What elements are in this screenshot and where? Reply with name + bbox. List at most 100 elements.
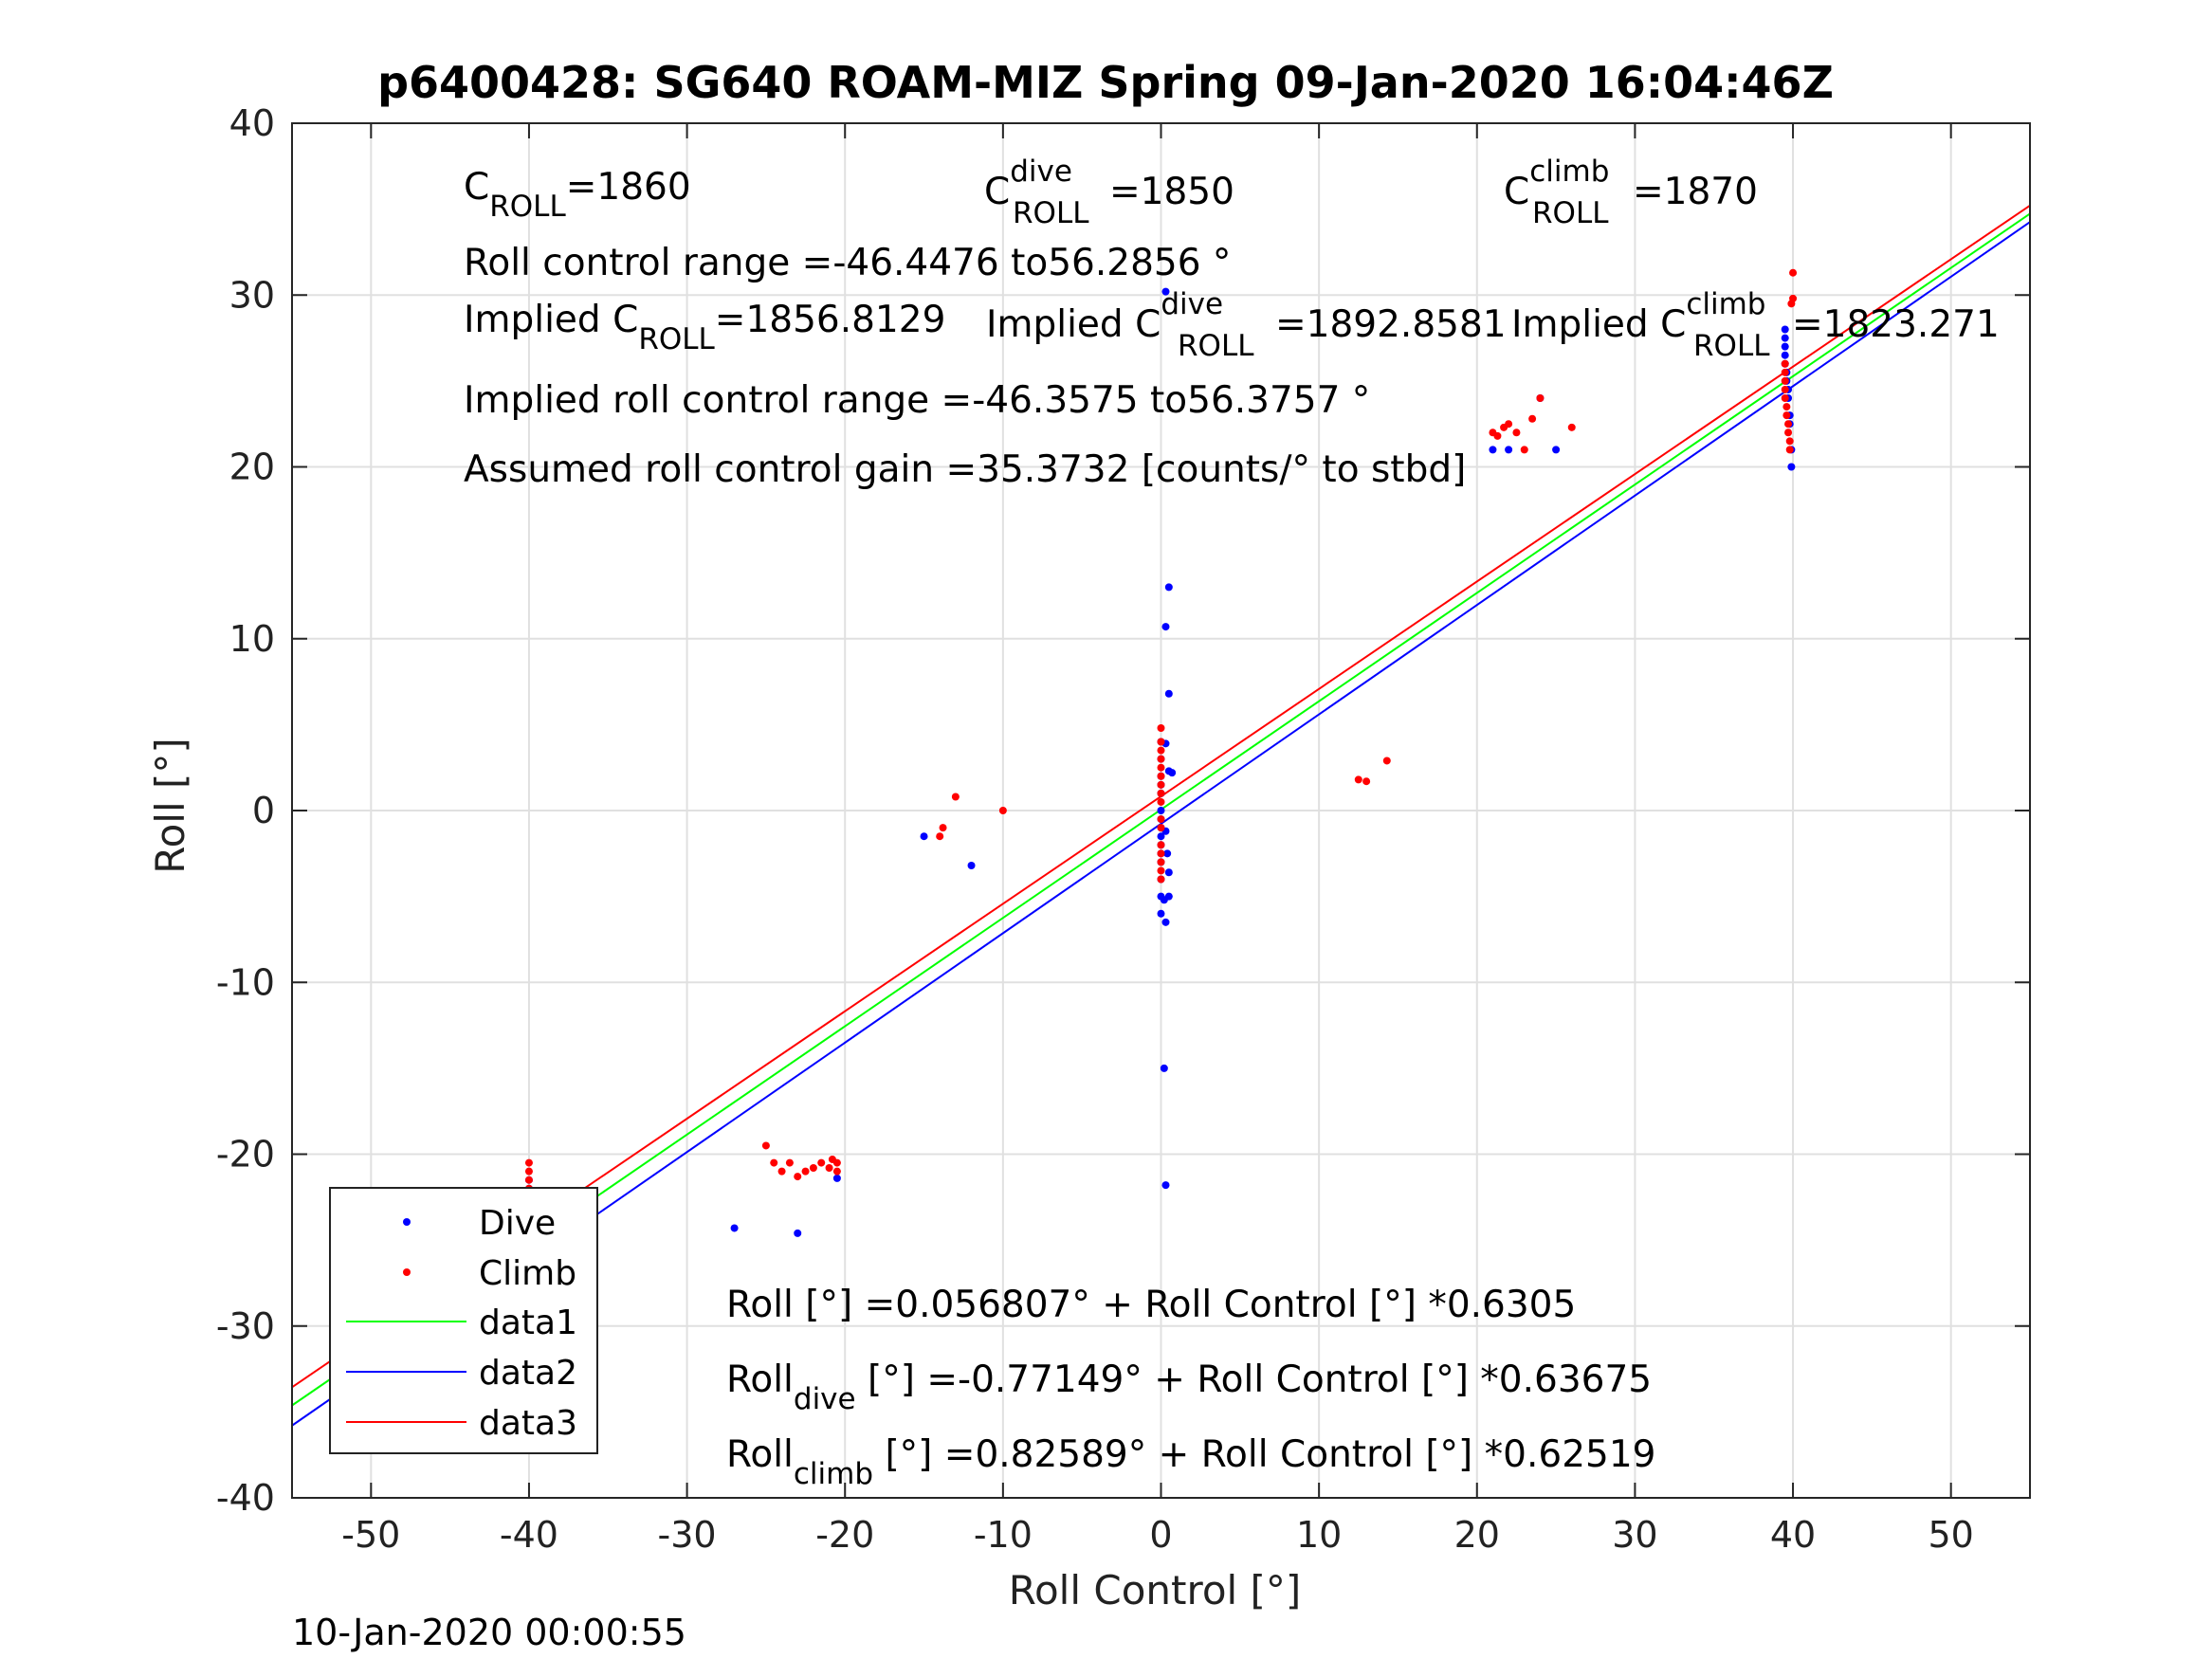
x-axis-label: Roll Control [°] — [1009, 1567, 1302, 1613]
dive-point — [1505, 446, 1513, 454]
climb-point — [832, 1167, 841, 1176]
legend-dive-label: Dive — [479, 1204, 556, 1243]
dive-point — [1161, 1181, 1170, 1190]
annotation-implied-range: Implied roll control range =-46.3575 to5… — [464, 379, 1370, 422]
climb-point — [1782, 403, 1791, 411]
climb-point — [1157, 724, 1165, 732]
climb-point — [936, 832, 944, 841]
climb-point — [1157, 866, 1165, 875]
dive-point — [1164, 583, 1173, 592]
climb-point — [524, 1167, 533, 1176]
climb-point — [1157, 772, 1165, 780]
annotation-gain: Assumed roll control gain =35.3732 [coun… — [464, 448, 1466, 491]
climb-point — [1157, 780, 1165, 789]
dive-point — [1787, 463, 1796, 471]
climb-point — [1784, 420, 1793, 428]
annotation-implied-c-roll-climb: Implied Cclimb ROLL =1823.271 — [1511, 287, 2000, 363]
legend-climb-marker — [403, 1268, 411, 1276]
climb-point — [1157, 797, 1165, 806]
dive-point — [1157, 909, 1165, 918]
x-tick-label: 10 — [1296, 1514, 1342, 1556]
y-tick-label: 0 — [252, 790, 275, 831]
climb-point — [1362, 777, 1371, 786]
x-tick-label: -20 — [815, 1514, 874, 1556]
climb-point — [1784, 428, 1793, 437]
y-tick-label: 10 — [229, 618, 275, 660]
climb-point — [524, 1176, 533, 1184]
annotation-fit-dive: Rolldive [°] =-0.77149° + Roll Control [… — [726, 1358, 1652, 1416]
climb-point — [828, 1155, 836, 1163]
climb-point — [1781, 376, 1789, 385]
y-tick-label: -20 — [216, 1134, 275, 1176]
climb-point — [1382, 757, 1391, 765]
axes-layer — [291, 122, 2031, 1499]
climb-point — [951, 793, 960, 801]
dive-point — [1160, 1064, 1168, 1072]
annotations: CROLL=1860 Cdive ROLL =1850 Cclimb ROLL =187… — [464, 155, 2000, 1491]
y-tick-label: -40 — [216, 1477, 275, 1519]
x-tick-label: 30 — [1612, 1514, 1657, 1556]
climb-point — [939, 824, 947, 832]
climb-point — [1789, 294, 1798, 302]
annotation-implied-c-roll-dive: Implied Cdive ROLL =1892.8581 — [986, 287, 1507, 363]
climb-point — [825, 1164, 833, 1172]
x-tick-label: 50 — [1929, 1514, 1974, 1556]
climb-point — [1567, 423, 1576, 431]
y-tick-label: 40 — [229, 102, 275, 144]
climb-point — [777, 1167, 786, 1176]
dive-point — [1163, 849, 1172, 858]
timestamp-footer: 10-Jan-2020 00:00:55 — [292, 1612, 686, 1653]
legend: Dive Climb data1 data2 data3 — [329, 1187, 598, 1454]
annotation-implied-c-roll: Implied CROLL=1856.8129 — [464, 299, 945, 356]
climb-point — [1781, 368, 1789, 376]
dive-point — [1164, 689, 1173, 698]
annotation-c-roll-climb: Cclimb ROLL =1870 — [1504, 155, 1758, 230]
dive-point — [832, 1174, 841, 1182]
x-tick-label: -30 — [658, 1514, 717, 1556]
y-tick-label: -10 — [216, 961, 275, 1003]
climb-point — [1157, 824, 1165, 832]
dive-point — [1781, 334, 1789, 342]
dive-point — [1781, 325, 1789, 334]
dive-point — [1160, 896, 1168, 904]
climb-point — [801, 1167, 810, 1176]
climb-point — [1781, 385, 1789, 393]
climb-point — [1785, 446, 1794, 454]
y-axis-label: Roll [°] — [147, 738, 193, 873]
climb-point — [524, 1158, 533, 1167]
x-tick-label: 20 — [1454, 1514, 1500, 1556]
y-tick-label: 20 — [229, 447, 275, 488]
annotation-fit-all: Roll [°] =0.056807° + Roll Control [°] *… — [726, 1284, 1576, 1326]
dive-point — [1157, 807, 1165, 814]
climb-point — [1781, 359, 1789, 368]
annotation-roll-range: Roll control range =-46.4476 to56.2856 ° — [464, 242, 1231, 284]
annotation-c-roll-dive: Cdive ROLL =1850 — [984, 155, 1234, 230]
y-tick-label: -30 — [216, 1305, 275, 1347]
dive-point — [730, 1224, 739, 1232]
climb-point — [1157, 746, 1165, 755]
dive-point — [920, 832, 928, 841]
climb-point — [1781, 394, 1789, 402]
dive-point — [1161, 918, 1170, 926]
y-tick-label: 30 — [229, 274, 275, 316]
climb-point — [1789, 268, 1798, 277]
dive-point — [794, 1229, 802, 1237]
climb-point — [1505, 420, 1513, 428]
climb-point — [1785, 437, 1794, 446]
climb-point — [1157, 875, 1165, 884]
x-tick-label: -50 — [341, 1514, 400, 1556]
x-tick-label: 0 — [1149, 1514, 1172, 1556]
climb-point — [1157, 755, 1165, 763]
dive-point — [1157, 832, 1165, 841]
climb-point — [1157, 858, 1165, 866]
climb-point — [1528, 414, 1537, 423]
legend-climb-label: Climb — [479, 1254, 576, 1293]
climb-point — [1536, 394, 1545, 402]
climb-point — [1782, 411, 1791, 420]
climb-point — [794, 1173, 802, 1181]
climb-point — [1157, 841, 1165, 849]
x-tick-label: -10 — [974, 1514, 1033, 1556]
dive-point — [1161, 623, 1170, 631]
climb-point — [1157, 738, 1165, 746]
